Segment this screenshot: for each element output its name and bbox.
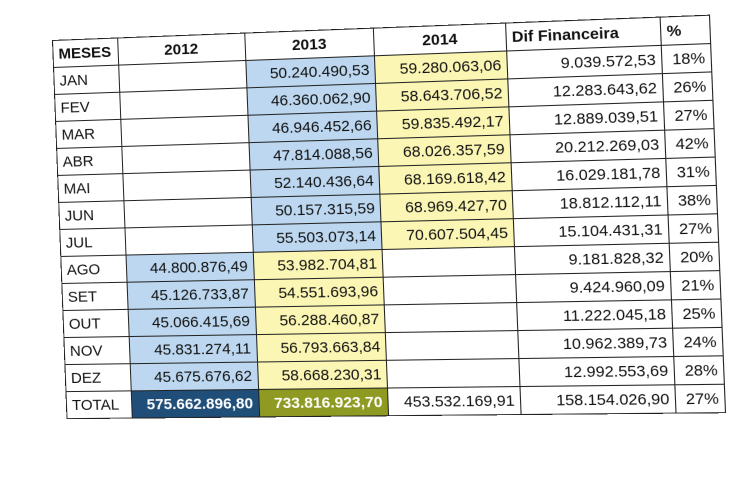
cell: 42% xyxy=(664,128,716,159)
cell: 58.668.230,31 xyxy=(257,360,388,390)
total-label: TOTAL xyxy=(65,390,133,419)
cell: 21% xyxy=(670,270,721,300)
cell: 24% xyxy=(672,327,724,357)
cell: 68.969.427,70 xyxy=(380,190,514,222)
cell: 10.962.389,73 xyxy=(517,328,674,359)
cell: 47.814.088,56 xyxy=(248,138,380,171)
column-header: MESES xyxy=(52,37,119,68)
cell: 46.946.452,66 xyxy=(247,111,378,143)
cell: 56.288.460,87 xyxy=(254,304,386,335)
column-header: % xyxy=(660,15,711,46)
cell: 56.793.663,84 xyxy=(256,332,387,363)
month-label: FEV xyxy=(54,92,121,122)
cell: 45.126.733,87 xyxy=(126,279,255,310)
month-label: JAN xyxy=(53,65,120,95)
cell: 46.360.062,90 xyxy=(246,83,377,116)
cell: 25% xyxy=(671,299,723,329)
cell: 27% xyxy=(668,213,719,244)
cell: 58.643.706,52 xyxy=(375,78,509,112)
cell xyxy=(383,274,517,305)
cell: 45.066.415,69 xyxy=(128,307,257,337)
cell xyxy=(124,224,253,256)
cell: 11.222.045,18 xyxy=(516,299,673,331)
total-cell: 158.154.026,90 xyxy=(519,384,676,415)
total-cell: 575.662.896,80 xyxy=(131,389,260,419)
cell: 12.992.553,69 xyxy=(518,356,675,387)
month-label: DEZ xyxy=(64,363,132,392)
cell: 68.026.357,59 xyxy=(377,134,512,167)
cell: 18% xyxy=(661,43,712,74)
month-label: NOV xyxy=(63,336,131,365)
month-label: ABR xyxy=(56,146,123,176)
table-container: MESES 2012 2013 2014 Dif Financeira% JAN 50.2… xyxy=(52,14,750,419)
cell xyxy=(121,142,250,174)
cell: 9.181.828,32 xyxy=(514,243,671,275)
cell: 44.800.876,49 xyxy=(125,252,254,283)
cell: 38% xyxy=(666,185,718,215)
cell: 16.029.181,78 xyxy=(511,158,667,191)
cell: 28% xyxy=(673,355,725,385)
cell: 20.212.269,03 xyxy=(509,130,666,163)
cell: 18.812.112,11 xyxy=(512,186,669,219)
cell xyxy=(123,197,252,228)
cell: 50.157.315,59 xyxy=(250,194,382,225)
month-label: MAR xyxy=(55,119,122,149)
month-label: MAI xyxy=(57,173,124,203)
total-cell: 453.532.169,91 xyxy=(387,386,522,416)
month-label: AGO xyxy=(60,255,127,284)
cell: 45.675.676,62 xyxy=(130,362,259,391)
cell: 15.104.431,31 xyxy=(513,214,670,247)
cell: 50.240.490,53 xyxy=(245,55,376,88)
cell: 45.831.274,11 xyxy=(129,334,258,364)
month-label: JUL xyxy=(59,227,126,257)
cell: 26% xyxy=(662,71,713,102)
cell xyxy=(119,87,248,120)
month-label: JUN xyxy=(58,200,125,230)
total-cell: 27% xyxy=(674,384,726,414)
cell xyxy=(386,358,520,389)
month-label: SET xyxy=(61,282,129,311)
cell: 68.169.618,42 xyxy=(379,162,513,195)
cell xyxy=(384,302,518,333)
cell: 53.982.704,81 xyxy=(252,249,384,280)
cell: 27% xyxy=(663,100,715,131)
financial-table: MESES 2012 2013 2014 Dif Financeira% JAN 50.2… xyxy=(52,15,726,419)
cell: 59.835.492,17 xyxy=(376,106,510,139)
cell: 9.424.960,09 xyxy=(515,271,672,303)
cell xyxy=(120,115,249,147)
cell: 20% xyxy=(669,242,720,272)
cell: 59.280.063,06 xyxy=(374,50,508,84)
cell xyxy=(118,60,247,93)
cell: 54.551.693,96 xyxy=(253,277,385,308)
table-body: JAN 50.240.490,53 59.280.063,06 9.039.572,5… xyxy=(53,43,726,419)
cell xyxy=(382,246,516,278)
cell xyxy=(122,170,251,201)
cell: 55.503.073,14 xyxy=(251,221,383,253)
cell: 31% xyxy=(665,157,717,187)
month-label: OUT xyxy=(62,309,130,338)
cell: 70.607.504,45 xyxy=(381,218,515,250)
cell xyxy=(385,330,519,361)
cell: 52.140.436,64 xyxy=(249,166,381,198)
total-cell: 733.816.923,70 xyxy=(258,388,389,417)
